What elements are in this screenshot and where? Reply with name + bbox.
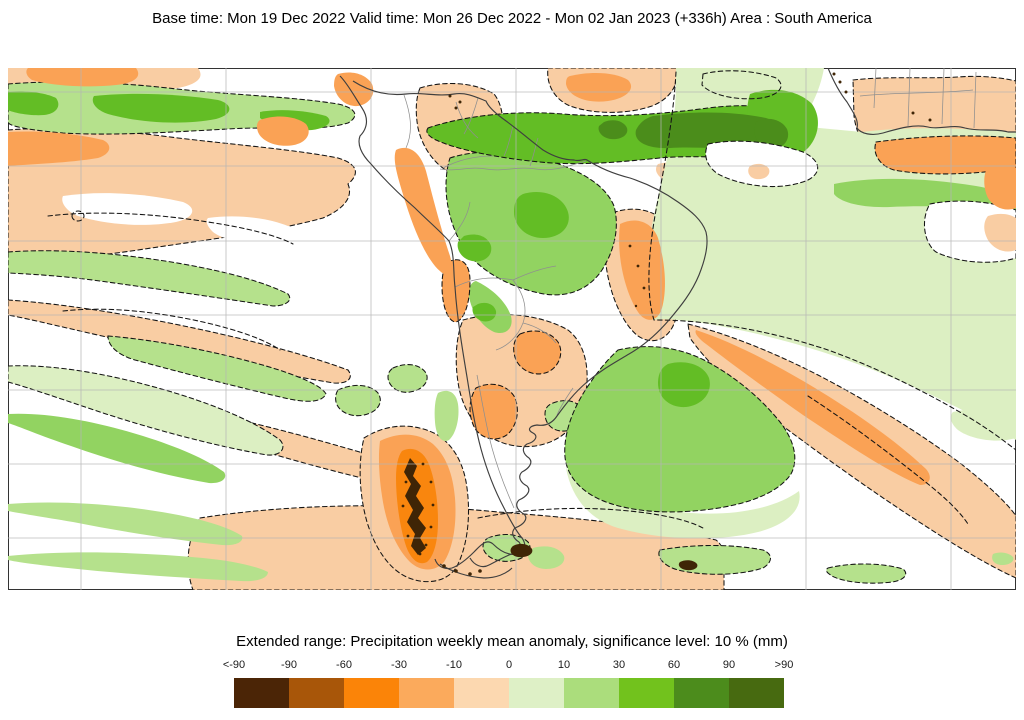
- anomaly-region: [8, 413, 226, 484]
- anomaly-region: [528, 546, 565, 569]
- anomaly-region: [658, 362, 710, 408]
- anomaly-region-sahel: [874, 135, 1016, 175]
- anomaly-region: [513, 330, 562, 375]
- anomaly-region: [566, 468, 800, 539]
- anomaly-region: [514, 192, 569, 238]
- anomaly-region: [107, 335, 327, 402]
- anomaly-region: [26, 68, 139, 87]
- colorbar-cell: [619, 678, 674, 708]
- anomaly-region: [984, 163, 1016, 210]
- anomaly-region: [8, 365, 284, 456]
- anomaly-region: [441, 259, 471, 323]
- colorbar-tick-label: 30: [612, 659, 626, 671]
- coastline-south-america-west: [339, 75, 526, 570]
- colorbar: [234, 678, 784, 708]
- colorbar-tick-label: 90: [722, 659, 736, 671]
- country-border: [463, 97, 479, 135]
- anomaly-region: [635, 112, 781, 149]
- anomaly-region: [8, 127, 356, 265]
- anomaly-region: [335, 384, 381, 417]
- colorbar-cell: [234, 678, 289, 708]
- anomaly-region: [8, 91, 59, 116]
- colorbar-tick-label: <-90: [222, 659, 246, 671]
- amazon-river: [439, 160, 587, 171]
- africa-border: [907, 68, 911, 127]
- country-border: [442, 155, 494, 169]
- anomaly-region: [598, 120, 628, 140]
- colorbar-tick-label: 60: [667, 659, 681, 671]
- colorbar-tick-label: -60: [336, 659, 352, 671]
- coastlines-and-borders: [339, 68, 1016, 579]
- island-mark: [678, 560, 698, 571]
- anomaly-region: [256, 116, 309, 146]
- anomaly-region: [434, 390, 459, 442]
- anomaly-region: [8, 552, 268, 582]
- africa-border: [973, 71, 977, 129]
- anomaly-region: [566, 72, 632, 102]
- anomaly-region: [754, 118, 789, 149]
- anomaly-region: [469, 383, 518, 440]
- anomaly-region: [992, 552, 1014, 565]
- patagonia-andes-dark: [404, 458, 426, 555]
- colorbar-tick-label: 10: [557, 659, 571, 671]
- coastline-africa: [827, 68, 1016, 135]
- anomaly-region: [387, 364, 428, 393]
- colorbar-cell: [454, 678, 509, 708]
- anomaly-map: [8, 68, 1016, 590]
- colorbar-cell: [399, 678, 454, 708]
- colorbar-cell: [289, 678, 344, 708]
- country-border: [522, 322, 557, 344]
- orinoco-river: [455, 101, 479, 139]
- africa-border: [873, 68, 877, 109]
- country-border: [503, 125, 514, 157]
- country-border: [403, 94, 411, 149]
- anomaly-region: [984, 213, 1016, 252]
- africa-border: [941, 68, 945, 125]
- colorbar-ticks: <-90 -90 -60 -30 -10 0 10 30 60 90 >90: [223, 659, 794, 673]
- colorbar-tick-label: -90: [281, 659, 297, 671]
- anomaly-region: [950, 409, 1016, 441]
- colorbar-tick-label: 0: [505, 659, 513, 671]
- no-anomaly-hole: [62, 193, 193, 225]
- anomaly-region: [8, 131, 110, 166]
- anomaly-region-south-atlantic: [564, 346, 796, 513]
- anomaly-region-andes-band: [394, 147, 452, 276]
- country-border: [512, 265, 557, 281]
- anomaly-region: [825, 563, 907, 584]
- significance-dashed-contours: [47, 70, 1016, 529]
- country-border: [529, 137, 539, 167]
- graticule-gridlines: [8, 68, 1016, 590]
- anomaly-fill-regions: [8, 68, 1016, 590]
- colorbar-cell: [509, 678, 564, 708]
- no-anomaly-hole: [705, 140, 819, 188]
- coastline-south-america-east: [352, 80, 708, 568]
- colorbar-cell: [729, 678, 784, 708]
- country-border: [454, 277, 514, 288]
- colorbar-tick-label: >90: [774, 659, 794, 671]
- country-border: [556, 387, 574, 416]
- anomaly-region: [92, 93, 230, 123]
- colorbar-tick-label: -30: [391, 659, 407, 671]
- colorbar-tick-label: -10: [446, 659, 462, 671]
- country-border: [476, 374, 515, 509]
- colorbar-cell: [564, 678, 619, 708]
- page-title: Base time: Mon 19 Dec 2022 Valid time: M…: [152, 10, 872, 27]
- africa-border: [859, 89, 974, 97]
- coastline-tierra-del-fuego: [439, 563, 513, 579]
- dark-terrain-marks: [401, 72, 932, 576]
- colorbar-cell: [674, 678, 729, 708]
- falkland-islands: [510, 543, 533, 558]
- legend-caption: Extended range: Precipitation weekly mea…: [236, 633, 788, 650]
- anomaly-region-atlantic-core: [695, 330, 930, 485]
- colorbar-cell: [344, 678, 399, 708]
- anomaly-region: [8, 250, 291, 307]
- country-border: [448, 201, 471, 242]
- anomaly-region: [8, 502, 243, 546]
- anomaly-region: [472, 302, 497, 322]
- anomaly-region: [748, 163, 770, 180]
